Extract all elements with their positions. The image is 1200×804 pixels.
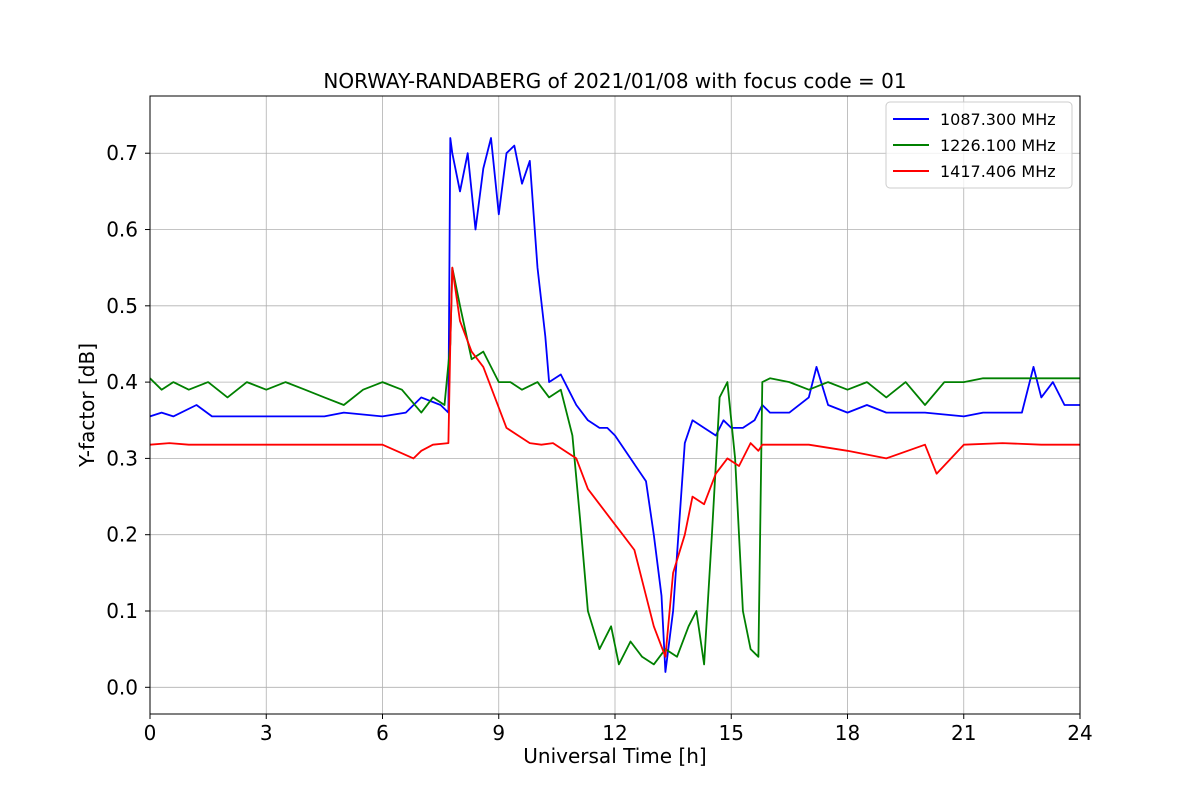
x-tick-label: 9: [492, 721, 505, 745]
legend: 1087.300 MHz 1226.100 MHz 1417.406 MHz: [885, 101, 1073, 189]
legend-box: [885, 101, 1073, 189]
y-tick-label: 0.1: [106, 599, 138, 623]
legend-label-1226: 1226.100 MHz: [940, 136, 1056, 155]
y-tick-label: 0.5: [106, 294, 138, 318]
x-tick-label: 12: [602, 721, 627, 745]
y-axis-label: Y-factor [dB]: [75, 343, 99, 468]
series-line-0: [149, 137, 1080, 673]
chart-title: NORWAY-RANDABERG of 2021/01/08 with focu…: [323, 69, 906, 93]
y-tick-label: 0.0: [106, 675, 138, 699]
series-line-1: [149, 266, 1080, 666]
x-tick-label: 21: [951, 721, 976, 745]
x-tick-label: 24: [1067, 721, 1092, 745]
y-tick-label: 0.6: [106, 218, 138, 242]
y-tick-label: 0.3: [106, 446, 138, 470]
x-tick-label: 15: [719, 721, 744, 745]
x-tick-label: 18: [835, 721, 860, 745]
legend-label-1087: 1087.300 MHz: [940, 110, 1056, 129]
y-tick-label: 0.7: [106, 141, 138, 165]
x-tick-label: 3: [260, 721, 273, 745]
series-line-2: [149, 266, 1080, 658]
y-tick-label: 0.2: [106, 523, 138, 547]
legend-label-1417: 1417.406 MHz: [940, 162, 1056, 181]
x-tick-label: 6: [376, 721, 389, 745]
series-lines: [149, 137, 1080, 673]
axis-ticks: 0 3 6 9 12 15 18 21 24 0.0 0.1 0.2 0.3 0.4 0.5 0.6 0.7: [106, 141, 1093, 745]
x-tick-label: 0: [144, 721, 157, 745]
y-tick-label: 0.4: [106, 370, 138, 394]
x-axis-label: Universal Time [h]: [523, 744, 706, 768]
